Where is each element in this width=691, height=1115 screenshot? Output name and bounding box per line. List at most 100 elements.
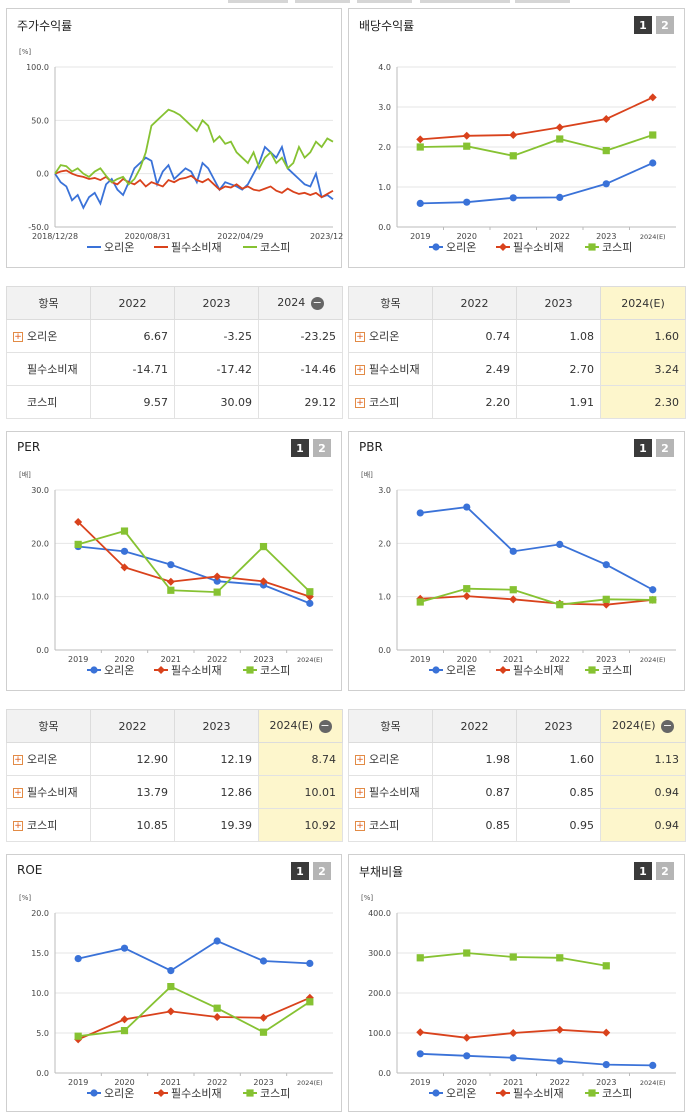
cell: 0.94 bbox=[600, 775, 686, 809]
data-point bbox=[166, 1007, 175, 1016]
series-line bbox=[420, 96, 654, 141]
expand-icon[interactable]: + bbox=[355, 755, 365, 765]
data-point bbox=[556, 193, 564, 201]
data-point bbox=[509, 586, 517, 594]
per-chart: [배]30.0 20.0 10.0 0.0 2019 2020 2021 2022 2023 20… bbox=[19, 470, 333, 677]
data-point bbox=[416, 1028, 425, 1037]
tab-1[interactable]: 1 bbox=[634, 16, 652, 34]
data-point bbox=[649, 159, 657, 167]
data-point bbox=[416, 143, 424, 151]
data-point bbox=[416, 598, 424, 606]
tab-stub[interactable] bbox=[515, 0, 570, 3]
data-point bbox=[462, 131, 471, 140]
row-label: 필수소비재 bbox=[27, 786, 78, 799]
data-point bbox=[259, 1028, 268, 1036]
tab-2[interactable]: 2 bbox=[656, 862, 674, 880]
collapse-icon[interactable]: − bbox=[310, 295, 324, 310]
data-point bbox=[167, 967, 175, 975]
tab-stub[interactable] bbox=[357, 0, 412, 3]
tab-stub[interactable] bbox=[420, 0, 510, 3]
x-tick-label: 2022/04/29 bbox=[217, 232, 263, 241]
expand-icon[interactable]: + bbox=[355, 788, 365, 798]
x-tick-label: 2024(E) bbox=[640, 233, 666, 241]
data-point bbox=[463, 585, 471, 593]
tab-1[interactable]: 1 bbox=[634, 439, 652, 457]
data-point bbox=[602, 595, 610, 603]
cell: 10.85 bbox=[90, 808, 175, 842]
data-point bbox=[499, 666, 507, 674]
y-tick-label: 0.0 bbox=[378, 646, 391, 655]
tab-2[interactable]: 2 bbox=[656, 16, 674, 34]
x-tick-label: 2023 bbox=[596, 232, 616, 241]
y-tick-label: -50.0 bbox=[28, 223, 49, 232]
y-tick-label: 10.0 bbox=[31, 593, 49, 602]
expand-icon[interactable]: + bbox=[355, 365, 365, 375]
data-point bbox=[602, 561, 610, 569]
cell: 9.57 bbox=[90, 385, 175, 419]
row-label: 오리온 bbox=[369, 330, 400, 343]
cell: -14.71 bbox=[90, 352, 175, 386]
data-point bbox=[462, 592, 471, 601]
x-tick-label: 2023 bbox=[253, 655, 273, 664]
data-point bbox=[306, 959, 314, 967]
cell: 1.13 bbox=[600, 742, 686, 776]
dividend-table: 항목 2022 2023 2024(E) + 오리온 0.74 1.08 1.60… bbox=[348, 286, 686, 419]
data-point bbox=[259, 1013, 268, 1022]
legend-label: 코스피 bbox=[260, 1087, 290, 1100]
row-label: 오리온 bbox=[369, 753, 400, 766]
panel-title: 배당수익률 bbox=[359, 19, 415, 33]
collapse-icon[interactable]: − bbox=[318, 718, 332, 733]
data-point bbox=[649, 1061, 657, 1069]
series-line bbox=[78, 985, 311, 1038]
data-point bbox=[213, 577, 221, 585]
x-tick-label: 2020 bbox=[114, 1078, 134, 1087]
legend-label: 오리온 bbox=[104, 241, 134, 254]
panel-pbr: PBR 1 2 [배] 3.0 2.0 1.0 0.0 2019 2020 2021 2022 2… bbox=[348, 431, 685, 691]
series-line bbox=[420, 506, 654, 591]
panel-title: PER bbox=[17, 440, 41, 454]
expand-icon[interactable]: + bbox=[13, 332, 23, 342]
tab-2[interactable]: 2 bbox=[313, 862, 331, 880]
tab-2[interactable]: 2 bbox=[313, 439, 331, 457]
data-point bbox=[157, 666, 165, 674]
tab-1[interactable]: 1 bbox=[291, 862, 309, 880]
panel-title: 주가수익률 bbox=[17, 19, 73, 33]
cell: 1.08 bbox=[516, 319, 601, 353]
chart-tabs: 1 2 bbox=[634, 439, 674, 457]
roe-chart: [%]20.0 15.0 10.0 5.0 0.0 2019 2020 2021 2022 202… bbox=[19, 894, 333, 1100]
tab-1[interactable]: 1 bbox=[634, 862, 652, 880]
row-label: 코스피 bbox=[369, 819, 400, 832]
data-point bbox=[120, 547, 129, 555]
cell: -17.42 bbox=[174, 352, 259, 386]
chart-tabs: 1 2 bbox=[634, 16, 674, 34]
expand-icon[interactable]: + bbox=[355, 398, 365, 408]
data-point bbox=[259, 542, 268, 551]
col-header-label: 2024 bbox=[277, 296, 306, 310]
data-point bbox=[74, 518, 83, 526]
data-point bbox=[120, 1027, 129, 1035]
data-point bbox=[588, 243, 596, 251]
col-header: 2022 bbox=[90, 286, 175, 320]
cell: 8.74 bbox=[258, 742, 343, 776]
expand-icon[interactable]: + bbox=[355, 821, 365, 831]
tab-1[interactable]: 1 bbox=[291, 439, 309, 457]
data-point bbox=[416, 1050, 424, 1058]
tab-stub[interactable] bbox=[295, 0, 350, 3]
expand-icon[interactable]: + bbox=[13, 755, 23, 765]
cell: 13.79 bbox=[90, 775, 175, 809]
data-point bbox=[509, 953, 517, 961]
tab-stub[interactable] bbox=[228, 0, 288, 3]
cell: 2.20 bbox=[432, 385, 517, 419]
expand-icon[interactable]: + bbox=[13, 788, 23, 798]
x-tick-label: 2021 bbox=[503, 232, 523, 241]
collapse-icon[interactable]: − bbox=[661, 718, 675, 733]
data-point bbox=[306, 588, 314, 596]
x-tick-label: 2019 bbox=[68, 1078, 88, 1087]
y-tick-label: 5.0 bbox=[36, 1029, 49, 1038]
data-point bbox=[306, 998, 314, 1006]
expand-icon[interactable]: + bbox=[355, 332, 365, 342]
data-point bbox=[166, 577, 175, 586]
data-point bbox=[649, 596, 657, 604]
tab-2[interactable]: 2 bbox=[656, 439, 674, 457]
expand-icon[interactable]: + bbox=[13, 821, 23, 831]
